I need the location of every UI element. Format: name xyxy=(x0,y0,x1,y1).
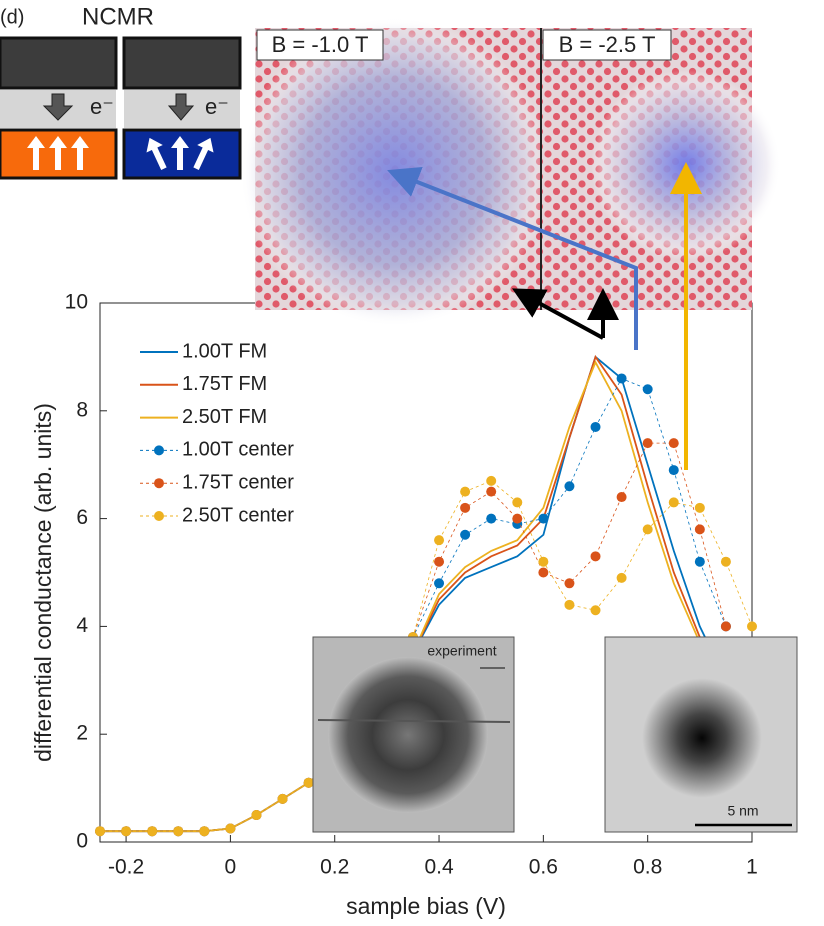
data-point xyxy=(434,556,445,567)
skyrmion-images: B = -1.0 T B = -2.5 T xyxy=(240,17,781,327)
data-point xyxy=(199,826,210,837)
data-point xyxy=(642,524,653,535)
data-point xyxy=(668,438,679,449)
data-point xyxy=(747,621,757,632)
data-point xyxy=(538,556,549,567)
stm-inset-simulation: 5 nm xyxy=(604,636,798,833)
data-point xyxy=(538,513,549,524)
plot-area xyxy=(95,354,757,837)
field-label: B = -1.0 T xyxy=(272,32,369,57)
data-point xyxy=(642,384,653,395)
x-tick-label: -0.2 xyxy=(108,856,144,879)
panel-label: (d) xyxy=(0,6,24,28)
y-tick-label: 2 xyxy=(76,722,88,745)
data-point xyxy=(538,567,549,578)
y-axis-label: differential conductance (arb. units) xyxy=(30,403,56,762)
data-point xyxy=(225,823,236,834)
legend-label: 2.50T center xyxy=(182,504,294,526)
x-tick-label: 0.6 xyxy=(529,856,558,879)
data-point xyxy=(486,513,497,524)
data-point xyxy=(303,777,314,788)
data-point xyxy=(460,502,471,513)
legend-marker xyxy=(154,445,164,456)
field-label: B = -2.5 T xyxy=(559,32,656,57)
data-point xyxy=(590,551,601,562)
y-tick-label: 10 xyxy=(65,291,88,314)
scale-label: 5 nm xyxy=(727,803,758,819)
data-point xyxy=(694,524,705,535)
data-point xyxy=(694,502,705,513)
y-tick-label: 8 xyxy=(76,398,88,421)
data-point xyxy=(668,465,679,476)
x-tick-label: 0.4 xyxy=(424,856,454,879)
arrows xyxy=(387,162,702,470)
electron-label: e⁻ xyxy=(90,94,114,119)
legend-label: 1.75T center xyxy=(182,471,294,493)
legend-label: 1.75T FM xyxy=(182,373,267,395)
data-point xyxy=(434,535,445,546)
data-point xyxy=(173,826,184,837)
data-point xyxy=(460,486,471,497)
y-tick-label: 6 xyxy=(76,506,88,529)
x-tick-label: 1 xyxy=(746,856,758,879)
legend-label: 1.00T center xyxy=(182,439,294,461)
ncmr-schematic: (d) NCMR e⁻ e⁻ xyxy=(0,3,242,180)
x-tick-label: 0.8 xyxy=(633,856,662,879)
legend-label: 1.00T FM xyxy=(182,340,267,362)
y-tick-label: 4 xyxy=(76,614,88,637)
data-point xyxy=(590,605,601,616)
x-axis-label: sample bias (V) xyxy=(346,893,506,919)
data-point xyxy=(668,497,679,508)
data-point xyxy=(694,556,705,567)
data-point xyxy=(720,556,731,567)
x-tick-label: 0 xyxy=(225,856,237,879)
data-point xyxy=(486,486,497,497)
legend: 1.00T FM 1.75T FM 2.50T FM 1.00T center 1.75… xyxy=(140,340,294,526)
data-point xyxy=(616,492,627,503)
data-point xyxy=(95,826,105,837)
legend-label: 2.50T FM xyxy=(182,406,267,428)
data-point xyxy=(512,513,523,524)
data-point xyxy=(460,529,471,540)
data-point xyxy=(486,475,497,486)
x-tick-label: 0.2 xyxy=(320,856,349,879)
data-point xyxy=(616,373,627,384)
data-point xyxy=(564,578,575,589)
experiment-label: experiment xyxy=(427,643,496,659)
data-point xyxy=(616,572,627,583)
data-point xyxy=(121,826,132,837)
y-tick-label: 0 xyxy=(76,830,88,853)
data-point xyxy=(720,621,731,632)
data-point xyxy=(512,497,523,508)
data-point xyxy=(434,578,445,589)
data-point xyxy=(642,438,653,449)
data-point xyxy=(251,810,262,821)
data-point xyxy=(564,481,575,492)
data-point xyxy=(590,421,601,432)
stm-inset-experiment: experiment xyxy=(312,636,515,833)
legend-marker xyxy=(154,478,164,489)
data-point xyxy=(147,826,158,837)
electron-label: e⁻ xyxy=(205,94,229,119)
legend-marker xyxy=(154,511,164,521)
data-point xyxy=(277,793,288,804)
schematic-title: NCMR xyxy=(82,3,154,30)
data-point xyxy=(564,599,575,610)
